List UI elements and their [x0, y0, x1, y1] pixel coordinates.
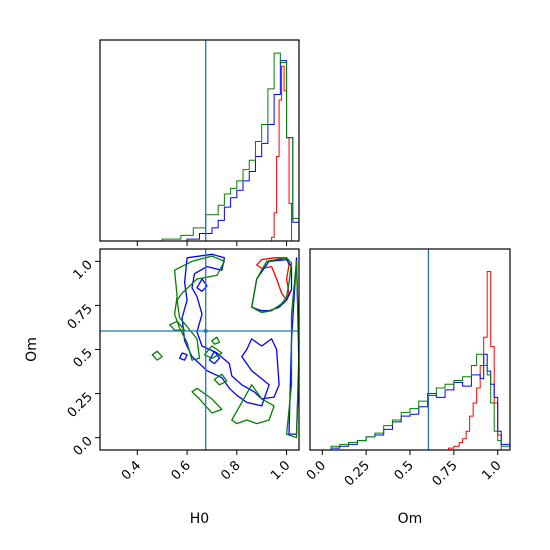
contour-blue [178, 352, 188, 361]
y-tick-label: 0.75 [65, 302, 96, 333]
contour-green [285, 260, 299, 439]
histogram-blue-series [186, 60, 299, 241]
contour-green [251, 257, 293, 314]
histogram-h0-panel [99, 39, 300, 246]
x-tick-label: 1.0 [479, 458, 504, 483]
y-axis-label: Om [24, 337, 40, 362]
y-tick-label: 0.25 [65, 390, 96, 421]
truth-point [203, 328, 208, 333]
x-tick-label: 0.75 [430, 458, 461, 489]
y-tick-label: 0.5 [71, 346, 96, 371]
histogram-green-series [161, 52, 299, 241]
contour-green [231, 384, 275, 425]
contour-green [211, 336, 221, 345]
y-tick-label: 0.0 [71, 434, 96, 459]
x-tick-label: 0.6 [169, 458, 194, 483]
histogram-red-series [448, 271, 502, 450]
x-tick-label: 0.0 [304, 458, 329, 483]
y-tick-label: 1.0 [71, 258, 96, 283]
x-tick-label: 0.8 [218, 458, 243, 483]
contour-green [213, 373, 228, 386]
contour-blue [196, 278, 208, 292]
x-axis-label: H0 [190, 511, 209, 527]
x-tick-label: 0.5 [392, 458, 417, 483]
contour-blue [208, 350, 221, 365]
x-axis-label: Om [398, 511, 423, 527]
panel-frame [309, 248, 511, 451]
contour-h0-om-panel: 0.4 0.6 0.8 1.0 0.0 0.25 0.5 0.75 1.0 Om H0 [24, 248, 300, 527]
contour-blue [181, 253, 280, 407]
x-tick-label: 1.0 [268, 458, 293, 483]
plot-area [100, 249, 299, 450]
contour-green [203, 345, 223, 359]
plot-area [330, 249, 510, 450]
panel-frame [99, 39, 300, 242]
histogram-green-series [330, 353, 510, 450]
contour-green [173, 255, 226, 361]
contour-blue [251, 258, 293, 312]
histogram-red-series [271, 65, 293, 241]
plot-area [161, 40, 299, 241]
histogram-om-panel: 0.0 0.25 0.5 0.75 1.0 Om [304, 248, 511, 527]
contour-green [191, 387, 223, 414]
contour-red [256, 257, 290, 301]
x-tick-label: 0.25 [342, 458, 373, 489]
x-tick-label: 0.4 [119, 458, 144, 483]
histogram-blue-series [330, 353, 510, 450]
contour-green [169, 320, 186, 331]
contour-green [151, 350, 163, 361]
